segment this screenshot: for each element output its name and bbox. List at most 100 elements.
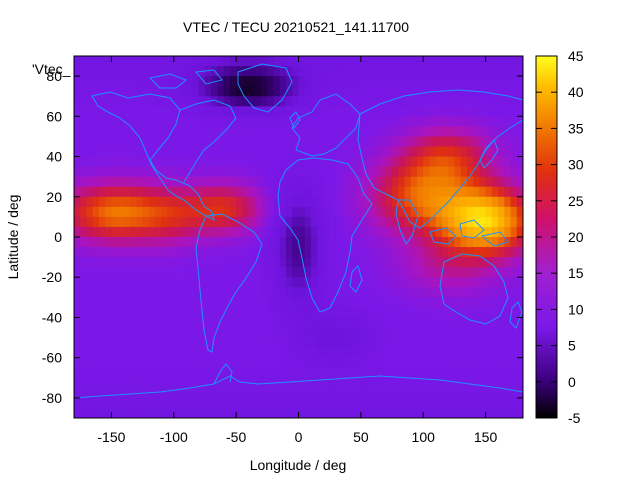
heatmap-cell bbox=[342, 317, 349, 329]
heatmap-cell bbox=[254, 407, 262, 418]
heatmap-cell bbox=[448, 297, 456, 308]
heatmap-cell bbox=[379, 56, 387, 67]
heatmap-cell bbox=[342, 237, 349, 248]
heatmap-cell bbox=[86, 166, 94, 178]
heatmap-cell bbox=[192, 247, 200, 258]
heatmap-cell bbox=[248, 247, 256, 258]
heatmap-cell bbox=[192, 347, 200, 359]
heatmap-cell bbox=[491, 387, 499, 399]
heatmap-cell bbox=[98, 66, 106, 77]
heatmap-cell bbox=[404, 146, 412, 158]
heatmap-cell bbox=[98, 106, 106, 117]
heatmap-cell bbox=[236, 317, 243, 329]
heatmap-cell bbox=[404, 347, 412, 359]
heatmap-cell bbox=[448, 96, 456, 107]
heatmap-cell bbox=[98, 216, 106, 228]
heatmap-cell bbox=[498, 156, 505, 168]
heatmap-cell bbox=[510, 216, 518, 228]
heatmap-cell bbox=[148, 56, 156, 67]
heatmap-cell bbox=[273, 397, 281, 409]
heatmap-cell bbox=[286, 247, 293, 258]
heatmap-cell bbox=[192, 377, 200, 389]
heatmap-cell bbox=[379, 297, 387, 308]
heatmap-cell bbox=[310, 206, 318, 218]
heatmap-cell bbox=[410, 66, 418, 77]
heatmap-cell bbox=[479, 397, 487, 409]
heatmap-cell bbox=[279, 136, 287, 148]
heatmap-cell bbox=[410, 397, 418, 409]
heatmap-cell bbox=[217, 86, 225, 97]
heatmap-cell bbox=[304, 176, 312, 188]
heatmap-cell bbox=[473, 196, 480, 208]
heatmap-cell bbox=[192, 407, 200, 418]
heatmap-cell bbox=[248, 176, 256, 188]
heatmap-cell bbox=[454, 287, 462, 298]
heatmap-cell bbox=[485, 226, 493, 238]
heatmap-cell bbox=[516, 186, 523, 198]
heatmap-cell bbox=[267, 96, 275, 107]
heatmap-cell bbox=[204, 387, 212, 399]
heatmap-cell bbox=[367, 377, 374, 389]
heatmap-cell bbox=[267, 86, 275, 97]
heatmap-cell bbox=[454, 337, 462, 349]
x-tick-label: -50 bbox=[226, 429, 246, 445]
heatmap-cell bbox=[310, 96, 318, 107]
heatmap-cell bbox=[491, 66, 499, 77]
heatmap-cell bbox=[261, 76, 268, 87]
heatmap-cell bbox=[348, 196, 356, 208]
heatmap-cell bbox=[479, 237, 487, 248]
y-tick-label: -80 bbox=[42, 390, 62, 406]
heatmap-cell bbox=[167, 327, 175, 339]
heatmap-cell bbox=[279, 156, 287, 168]
heatmap-cell bbox=[105, 76, 113, 87]
heatmap-cell bbox=[261, 126, 268, 138]
heatmap-cell bbox=[279, 56, 287, 67]
heatmap-cell bbox=[373, 146, 381, 158]
heatmap-cell bbox=[136, 196, 144, 208]
heatmap-cell bbox=[236, 136, 243, 148]
heatmap-cell bbox=[204, 226, 212, 238]
heatmap-cell bbox=[504, 367, 512, 379]
heatmap-cell bbox=[392, 186, 399, 198]
heatmap-cell bbox=[198, 106, 206, 117]
heatmap-cell bbox=[192, 367, 200, 379]
heatmap-cell bbox=[130, 166, 137, 178]
heatmap-cell bbox=[105, 337, 113, 349]
heatmap-cell bbox=[423, 156, 431, 168]
heatmap-cell bbox=[161, 347, 169, 359]
heatmap-cell bbox=[217, 377, 225, 389]
heatmap-cell bbox=[261, 267, 268, 278]
heatmap-cell bbox=[429, 66, 437, 77]
heatmap-cell bbox=[335, 327, 343, 339]
heatmap-cell bbox=[454, 76, 462, 87]
heatmap-cell bbox=[273, 367, 281, 379]
heatmap-cell bbox=[74, 66, 81, 77]
heatmap-cell bbox=[323, 397, 331, 409]
heatmap-cell bbox=[416, 206, 424, 218]
heatmap-cell bbox=[441, 267, 449, 278]
heatmap-cell bbox=[273, 237, 281, 248]
heatmap-cell bbox=[173, 337, 181, 349]
heatmap-cell bbox=[323, 186, 331, 198]
heatmap-cell bbox=[360, 267, 368, 278]
heatmap-cell bbox=[441, 347, 449, 359]
heatmap-cell bbox=[454, 317, 462, 329]
heatmap-cell bbox=[254, 347, 262, 359]
heatmap-cell bbox=[136, 226, 144, 238]
heatmap-cell bbox=[385, 206, 393, 218]
heatmap-cell bbox=[148, 226, 156, 238]
heatmap-cell bbox=[373, 237, 381, 248]
heatmap-cell bbox=[392, 407, 399, 418]
heatmap-cell bbox=[142, 267, 150, 278]
heatmap-cell bbox=[398, 66, 406, 77]
heatmap-cell bbox=[510, 226, 518, 238]
heatmap-cell bbox=[155, 327, 162, 339]
heatmap-cell bbox=[136, 206, 144, 218]
heatmap-cell bbox=[385, 337, 393, 349]
heatmap-cell bbox=[80, 186, 88, 198]
heatmap-cell bbox=[292, 337, 300, 349]
heatmap-cell bbox=[92, 126, 100, 138]
heatmap-cell bbox=[398, 136, 406, 148]
heatmap-cell bbox=[155, 146, 162, 158]
heatmap-cell bbox=[248, 337, 256, 349]
